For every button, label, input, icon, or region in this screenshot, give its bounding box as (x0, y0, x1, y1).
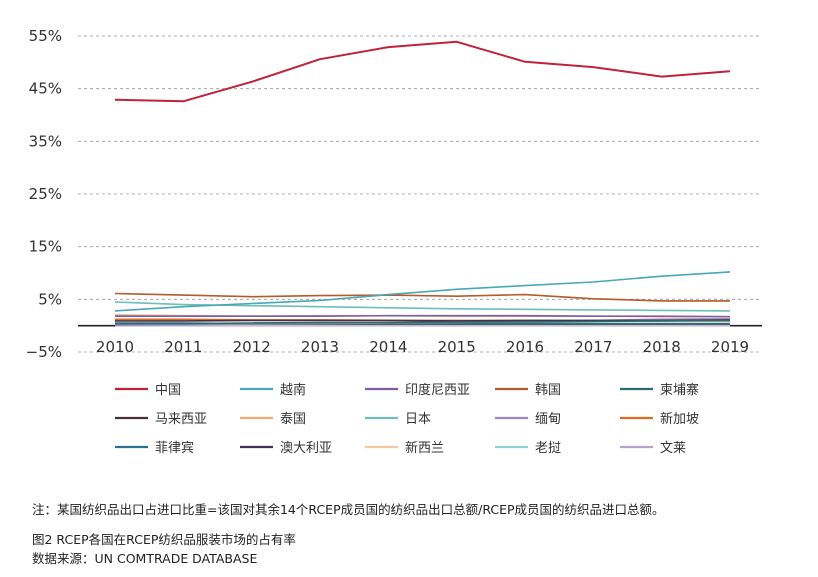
legend-label: 老挝 (535, 441, 561, 456)
y-tick-label: 5% (38, 290, 62, 308)
y-tick-label: −5% (26, 343, 62, 361)
series-line-4 (114, 292, 730, 302)
legend-label: 日本 (405, 412, 431, 427)
series-line-5 (115, 319, 731, 325)
legend-label: 泰国 (280, 412, 306, 427)
x-tick-label: 2016 (506, 338, 544, 356)
x-tick-label: 2013 (301, 338, 339, 356)
series-line-2 (114, 271, 731, 312)
x-tick-label: 2014 (369, 338, 407, 356)
data-source: 数据来源：UN COMTRADE DATABASE (32, 551, 258, 566)
legend-label: 缅甸 (535, 412, 561, 427)
series-line-1 (114, 40, 731, 103)
legend-label: 新西兰 (405, 440, 444, 456)
y-tick-label: 25% (29, 185, 62, 203)
x-tick-label: 2011 (164, 338, 202, 356)
legend-label: 中国 (155, 383, 181, 398)
axes: 55% 45% 35% 25% 15% 5% −5% 2010 2011 2012 2013 2014… (26, 27, 762, 361)
legend-label: 菲律宾 (155, 440, 194, 456)
legend-label: 澳大利亚 (280, 440, 332, 456)
x-tick-label: 2015 (438, 338, 476, 356)
x-tick-label: 2010 (96, 338, 134, 356)
x-tick-label: 2018 (643, 338, 681, 356)
legend-label: 文莱 (660, 441, 686, 456)
x-tick-label: 2012 (233, 338, 271, 356)
y-tick-label: 55% (29, 27, 62, 45)
grid-lines (78, 35, 762, 353)
line-chart: 55% 45% 35% 25% 15% 5% −5% 2010 2011 2012 2013 2014… (26, 27, 762, 456)
series-line-3 (115, 314, 731, 318)
legend-label: 新加坡 (660, 411, 699, 427)
y-tick-label: 15% (29, 238, 62, 256)
chart-note: 注：某国纺织品出口占进口比重=该国对其余14个RCEP成员国的纺织品出口总额/R… (32, 502, 665, 517)
legend-label: 马来西亚 (155, 412, 207, 427)
y-tick-label: 45% (29, 80, 62, 98)
y-tick-label: 35% (29, 132, 62, 150)
legend-label: 韩国 (535, 383, 561, 398)
legend-label: 越南 (280, 382, 306, 398)
legend-label: 印度尼西亚 (405, 382, 470, 398)
series-lines (114, 40, 731, 327)
legend-label: 柬埔寨 (660, 382, 699, 398)
x-tick-label: 2019 (711, 338, 749, 356)
x-tick-label: 2017 (574, 338, 612, 356)
figure-title: 图2 RCEP各国在RCEP纺织品服装市场的占有率 (32, 532, 296, 547)
series-line-8 (114, 301, 731, 312)
